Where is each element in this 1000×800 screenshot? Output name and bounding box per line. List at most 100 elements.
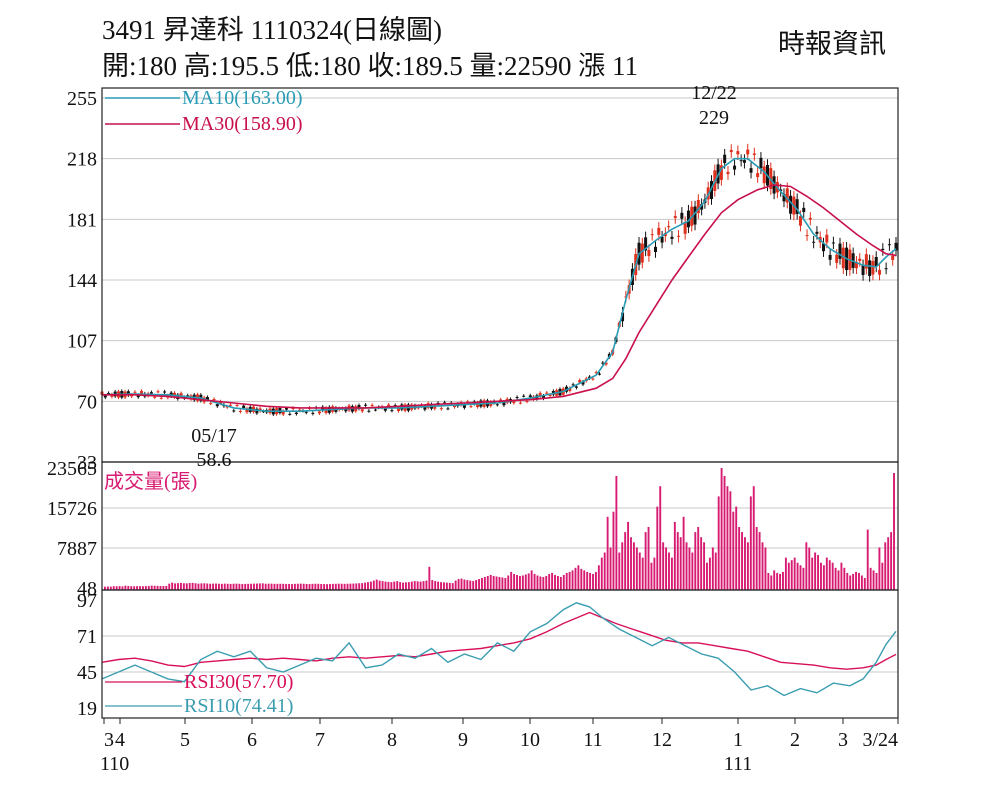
- volume-bar: [156, 585, 159, 590]
- volume-bar: [355, 583, 358, 590]
- volume-bar: [337, 583, 340, 590]
- volume-bar: [530, 570, 533, 590]
- candle-body: [680, 212, 684, 219]
- candle-body: [874, 257, 878, 267]
- candle-body: [541, 395, 545, 399]
- candle-body: [864, 254, 868, 269]
- x-tick-label: 12: [652, 729, 672, 751]
- volume-bar: [770, 575, 773, 590]
- volume-bar: [244, 583, 247, 590]
- volume-bar: [507, 575, 510, 590]
- candle-body: [232, 410, 236, 412]
- volume-bar: [568, 571, 571, 590]
- x-tick-label: 3: [104, 729, 114, 751]
- volume-bar: [706, 562, 708, 590]
- candle-body: [159, 397, 163, 399]
- volume-bar: [606, 516, 609, 590]
- volume-bar: [878, 547, 881, 590]
- volume-bar: [662, 542, 665, 590]
- candle-body: [390, 410, 394, 412]
- volume-bar: [448, 582, 451, 590]
- rsi-tick-label: 19: [77, 698, 97, 720]
- candle-body: [416, 407, 420, 409]
- volume-bar: [592, 573, 594, 590]
- volume-bar: [369, 581, 372, 590]
- volume-bar: [820, 562, 822, 590]
- candle-body: [548, 394, 552, 396]
- candle-body: [871, 260, 875, 275]
- volume-bar: [635, 547, 638, 590]
- price-tick-label: 144: [67, 270, 97, 292]
- volume-bar: [416, 581, 419, 590]
- volume-bar: [726, 486, 729, 590]
- volume-bar: [177, 583, 179, 590]
- candle-body: [891, 255, 895, 260]
- volume-bar: [518, 575, 521, 590]
- volume-bar: [808, 547, 811, 590]
- volume-bar: [597, 565, 600, 590]
- volume-bar: [495, 576, 498, 590]
- volume-bar: [475, 580, 478, 590]
- volume-bar: [390, 582, 393, 590]
- volume-bar: [291, 584, 293, 590]
- volume-bar: [586, 571, 589, 590]
- volume-bar: [612, 511, 615, 590]
- volume-bar: [632, 542, 635, 590]
- candle-body: [439, 408, 443, 410]
- volume-bar: [437, 581, 440, 590]
- candle-body: [163, 391, 167, 393]
- candle-body: [136, 395, 140, 398]
- volume-bar: [551, 572, 554, 590]
- volume-bar: [834, 567, 837, 590]
- volume-bar: [124, 585, 127, 590]
- volume-bar: [580, 568, 583, 590]
- volume-bar: [513, 573, 516, 590]
- volume-bar: [399, 582, 402, 590]
- candle-body: [242, 405, 246, 408]
- volume-bar: [144, 586, 147, 590]
- volume-bar: [296, 583, 299, 590]
- candle-body: [373, 409, 377, 411]
- volume-bar: [881, 562, 884, 590]
- volume-bar: [565, 572, 568, 590]
- annotation-value: 229: [699, 107, 729, 129]
- quote-summary: 開:180 高:195.5 低:180 收:189.5 量:22590 漲 11: [102, 51, 639, 81]
- volume-tick-label: 15726: [47, 498, 97, 520]
- volume-bar: [665, 547, 668, 590]
- volume-bar: [776, 572, 779, 590]
- candle-body: [779, 189, 783, 191]
- candle-body: [140, 390, 144, 394]
- candle-body: [453, 405, 457, 408]
- volume-bar: [410, 581, 413, 590]
- volume-bar: [887, 537, 890, 590]
- candle-body: [640, 243, 644, 263]
- x-tick-label: 5: [180, 729, 190, 751]
- volume-bar: [860, 575, 863, 590]
- candle-body: [397, 407, 401, 412]
- legend-ma10: MA10(163.00): [182, 87, 303, 109]
- volume-bar: [217, 583, 220, 590]
- candle-body: [756, 173, 760, 178]
- volume-bar: [349, 583, 352, 590]
- candle-body: [894, 242, 898, 251]
- volume-bar: [784, 557, 787, 590]
- candle-body: [887, 244, 891, 246]
- candle-body: [749, 168, 753, 173]
- volume-bar: [440, 582, 442, 590]
- candle-body: [364, 404, 368, 406]
- candle-body: [822, 243, 826, 252]
- volume-bar: [182, 583, 185, 590]
- volume-bar: [574, 567, 577, 590]
- volume-bar: [241, 584, 244, 590]
- volume-bar: [206, 583, 209, 590]
- volume-bar: [203, 583, 206, 590]
- candle-body: [357, 405, 361, 409]
- volume-bar: [431, 580, 434, 590]
- candle-body: [604, 362, 608, 365]
- volume-bar: [185, 583, 188, 590]
- candle-body: [670, 236, 674, 239]
- volume-bar: [741, 532, 744, 590]
- volume-bar: [618, 552, 621, 590]
- volume-bar: [603, 552, 606, 590]
- volume-bar: [194, 583, 197, 590]
